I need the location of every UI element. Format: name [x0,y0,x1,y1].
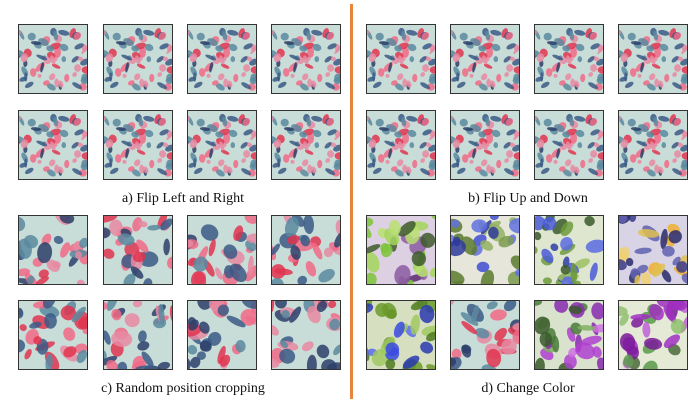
image-tile [445,110,525,180]
caption-b: b) Flip Up and Down [468,191,588,206]
image-tile [182,110,262,180]
divider [350,4,353,399]
image-tile [529,110,609,180]
image-tile [9,290,93,373]
image-tile [613,24,693,94]
image-tile [182,24,262,94]
figure: a) Flip Left and Right b) Flip Up and Do… [0,0,698,401]
image-tile [266,110,346,180]
image-tile [358,210,441,293]
image-tile [445,24,525,94]
image-tile [529,211,607,291]
image-tile [13,110,93,180]
image-tile [98,110,178,180]
image-tile [264,207,348,294]
image-tile [13,24,93,94]
page: a) Flip Left and Right b) Flip Up and Do… [0,0,698,401]
image-tile [361,110,441,180]
image-tile [8,205,91,293]
caption-d: d) Change Color [481,381,575,396]
image-tile [97,291,176,377]
image-tile [608,293,692,380]
caption-a: a) Flip Left and Right [122,191,244,206]
image-tile [96,211,179,290]
image-tile [266,24,346,94]
image-tile [526,296,612,376]
image-tile [360,297,443,377]
image-tile [529,24,609,94]
image-tile [443,295,529,375]
image-tile [179,291,265,371]
image-tile [263,294,347,377]
image-tile [607,205,696,287]
image-tile [361,24,441,94]
image-tile [174,205,263,290]
image-tile [442,212,531,293]
caption-c: c) Random position cropping [101,381,265,396]
image-tile [98,24,178,94]
image-tile [613,110,693,180]
